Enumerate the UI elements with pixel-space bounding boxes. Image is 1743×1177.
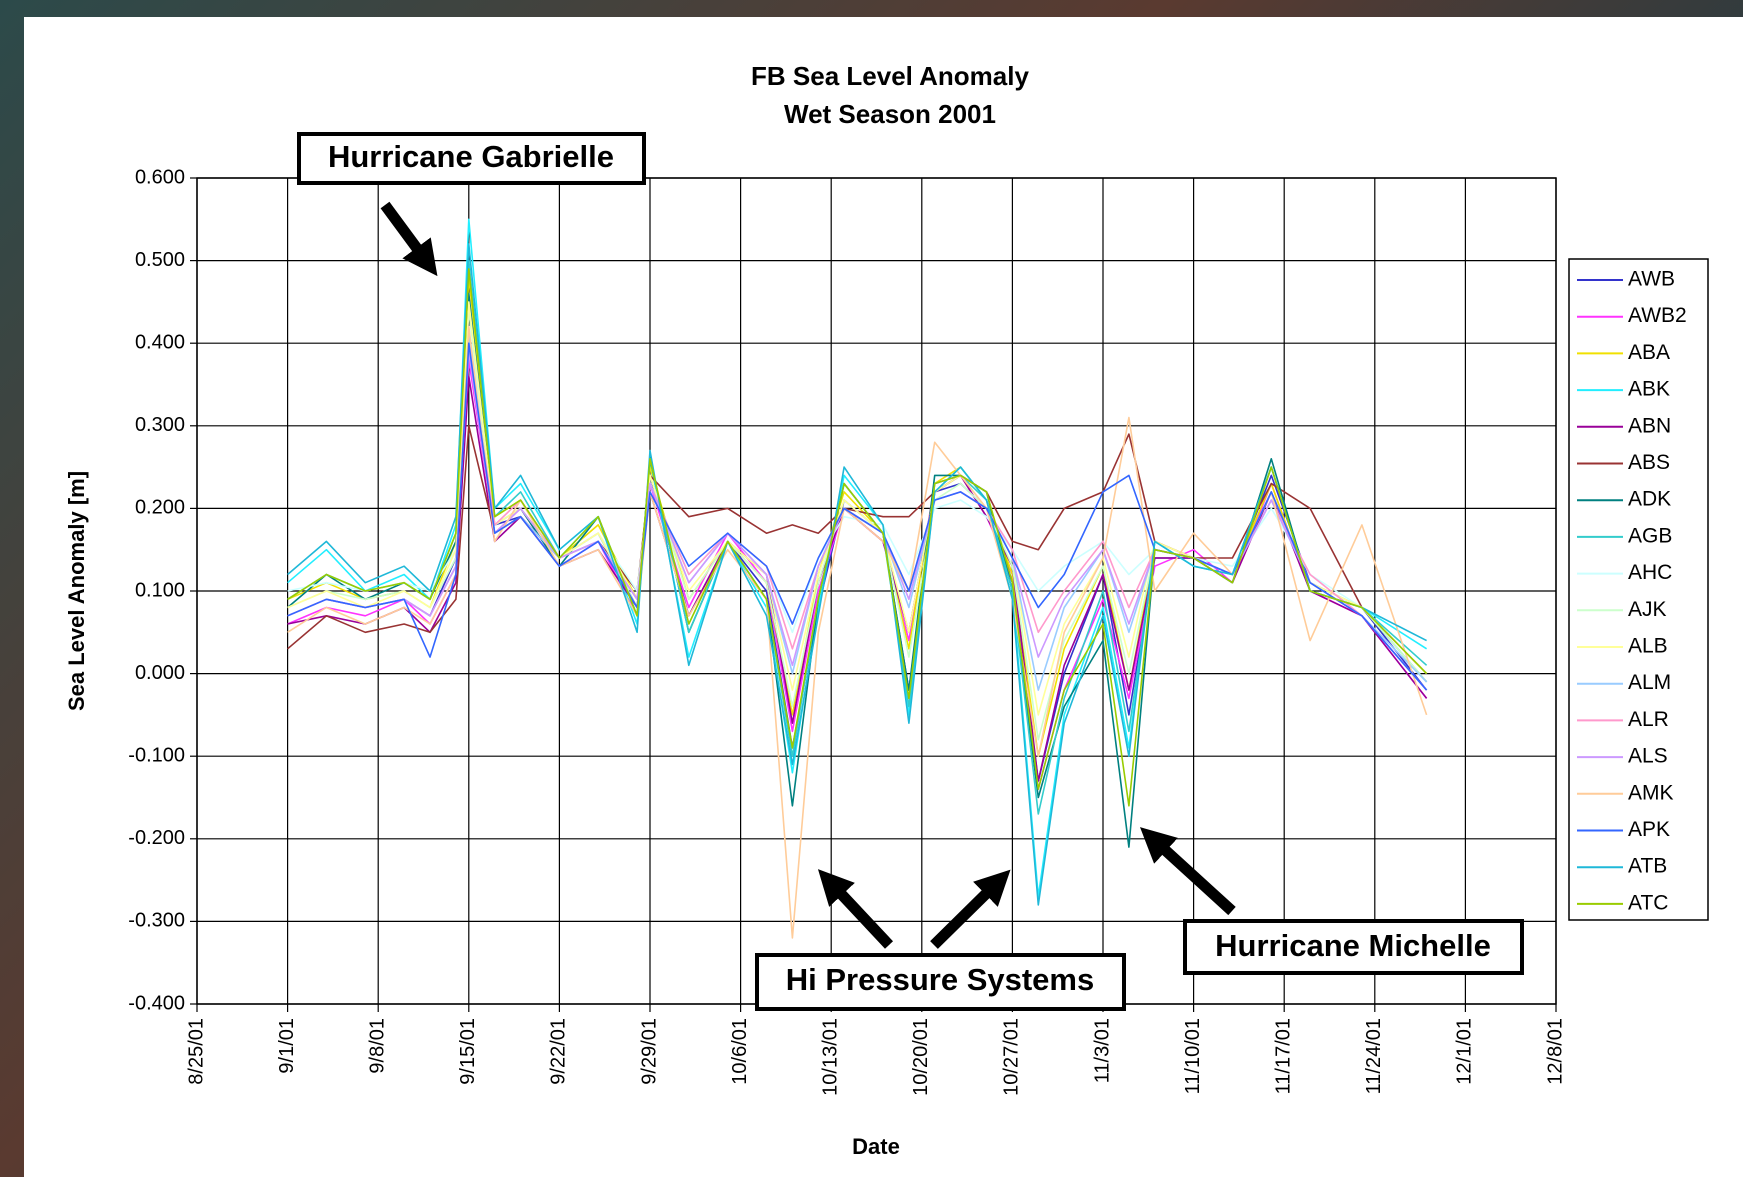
x-tick-label: 9/22/01 bbox=[548, 1018, 570, 1085]
y-tick-label: 0.500 bbox=[135, 249, 185, 271]
legend-label: ABS bbox=[1628, 451, 1670, 474]
legend-label: APK bbox=[1628, 818, 1670, 841]
x-tick-label: 11/10/01 bbox=[1182, 1018, 1204, 1094]
arrow bbox=[1139, 827, 1236, 916]
legend-label: AHC bbox=[1628, 561, 1672, 584]
x-axis-label: Date bbox=[852, 1134, 900, 1159]
x-tick-label: 9/1/01 bbox=[276, 1018, 298, 1074]
y-tick-label: 0.200 bbox=[135, 497, 185, 519]
legend: AWB AWB2 ABA ABK ABN ABS ADK AGB AHC AJK ALB ALM ALR… bbox=[1577, 268, 1687, 914]
x-tick-label: 9/15/01 bbox=[457, 1018, 479, 1085]
y-axis-label: Sea Level Anomaly [m] bbox=[64, 471, 89, 711]
legend-label: ATC bbox=[1628, 891, 1668, 914]
y-tick-label: 0.600 bbox=[135, 166, 185, 188]
x-tick-label: 10/27/01 bbox=[1001, 1018, 1023, 1096]
x-tick-label: 11/17/01 bbox=[1272, 1018, 1294, 1094]
legend-label: AJK bbox=[1628, 598, 1667, 621]
x-tick-label: 8/25/01 bbox=[185, 1018, 207, 1085]
legend-label: ADK bbox=[1628, 488, 1671, 511]
legend-label: AWB2 bbox=[1628, 304, 1687, 327]
y-tick-label: -0.300 bbox=[128, 910, 185, 932]
x-tick-label: 12/1/01 bbox=[1454, 1018, 1476, 1085]
legend-label: ABN bbox=[1628, 414, 1671, 437]
x-tick-label: 10/20/01 bbox=[910, 1018, 932, 1096]
y-tick-label: -0.400 bbox=[128, 992, 185, 1014]
annotation-box bbox=[755, 953, 1126, 1011]
annotation-box bbox=[297, 132, 646, 185]
chart-title: FB Sea Level Anomaly bbox=[751, 61, 1029, 91]
y-tick-label: 0.000 bbox=[135, 662, 185, 684]
legend-label: ABK bbox=[1628, 378, 1670, 401]
y-tick-label: 0.300 bbox=[135, 414, 185, 436]
legend-box bbox=[1568, 258, 1709, 921]
series-line bbox=[287, 268, 1428, 807]
x-tick-label: 9/29/01 bbox=[638, 1018, 660, 1085]
chart-subtitle: Wet Season 2001 bbox=[784, 99, 996, 129]
legend-label: ATB bbox=[1628, 855, 1667, 878]
legend-label: ALM bbox=[1628, 671, 1671, 694]
legend-label: ALR bbox=[1628, 708, 1669, 731]
x-tick-label: 10/6/01 bbox=[729, 1018, 751, 1085]
x-tick-label: 11/3/01 bbox=[1091, 1018, 1113, 1083]
annotation-box bbox=[1183, 919, 1524, 975]
y-tick-label: -0.100 bbox=[128, 744, 185, 766]
y-tick-label: -0.200 bbox=[128, 827, 185, 849]
x-tick-label: 10/13/01 bbox=[819, 1018, 841, 1096]
y-tick-label: 0.100 bbox=[135, 579, 185, 601]
x-tick-label: 9/8/01 bbox=[366, 1018, 388, 1074]
legend-label: ALB bbox=[1628, 635, 1668, 658]
annotation: Hurricane Gabrielle bbox=[328, 139, 614, 174]
legend-label: AMK bbox=[1628, 781, 1674, 804]
arrow bbox=[930, 869, 1011, 949]
annotation: Hurricane Michelle bbox=[1215, 928, 1491, 963]
arrow bbox=[380, 201, 438, 277]
legend-label: ABA bbox=[1628, 341, 1670, 364]
legend-label: AWB bbox=[1628, 268, 1675, 291]
legend-label: ALS bbox=[1628, 745, 1668, 768]
legend-label: AGB bbox=[1628, 524, 1672, 547]
x-tick-label: 11/24/01 bbox=[1363, 1018, 1385, 1094]
x-tick-label: 12/8/01 bbox=[1544, 1018, 1566, 1085]
y-tick-label: 0.400 bbox=[135, 331, 185, 353]
arrow bbox=[817, 869, 894, 949]
annotation: Hi Pressure Systems bbox=[786, 962, 1094, 997]
annotations: Hurricane Gabrielle Hi Pressure Systems … bbox=[297, 132, 1524, 1011]
